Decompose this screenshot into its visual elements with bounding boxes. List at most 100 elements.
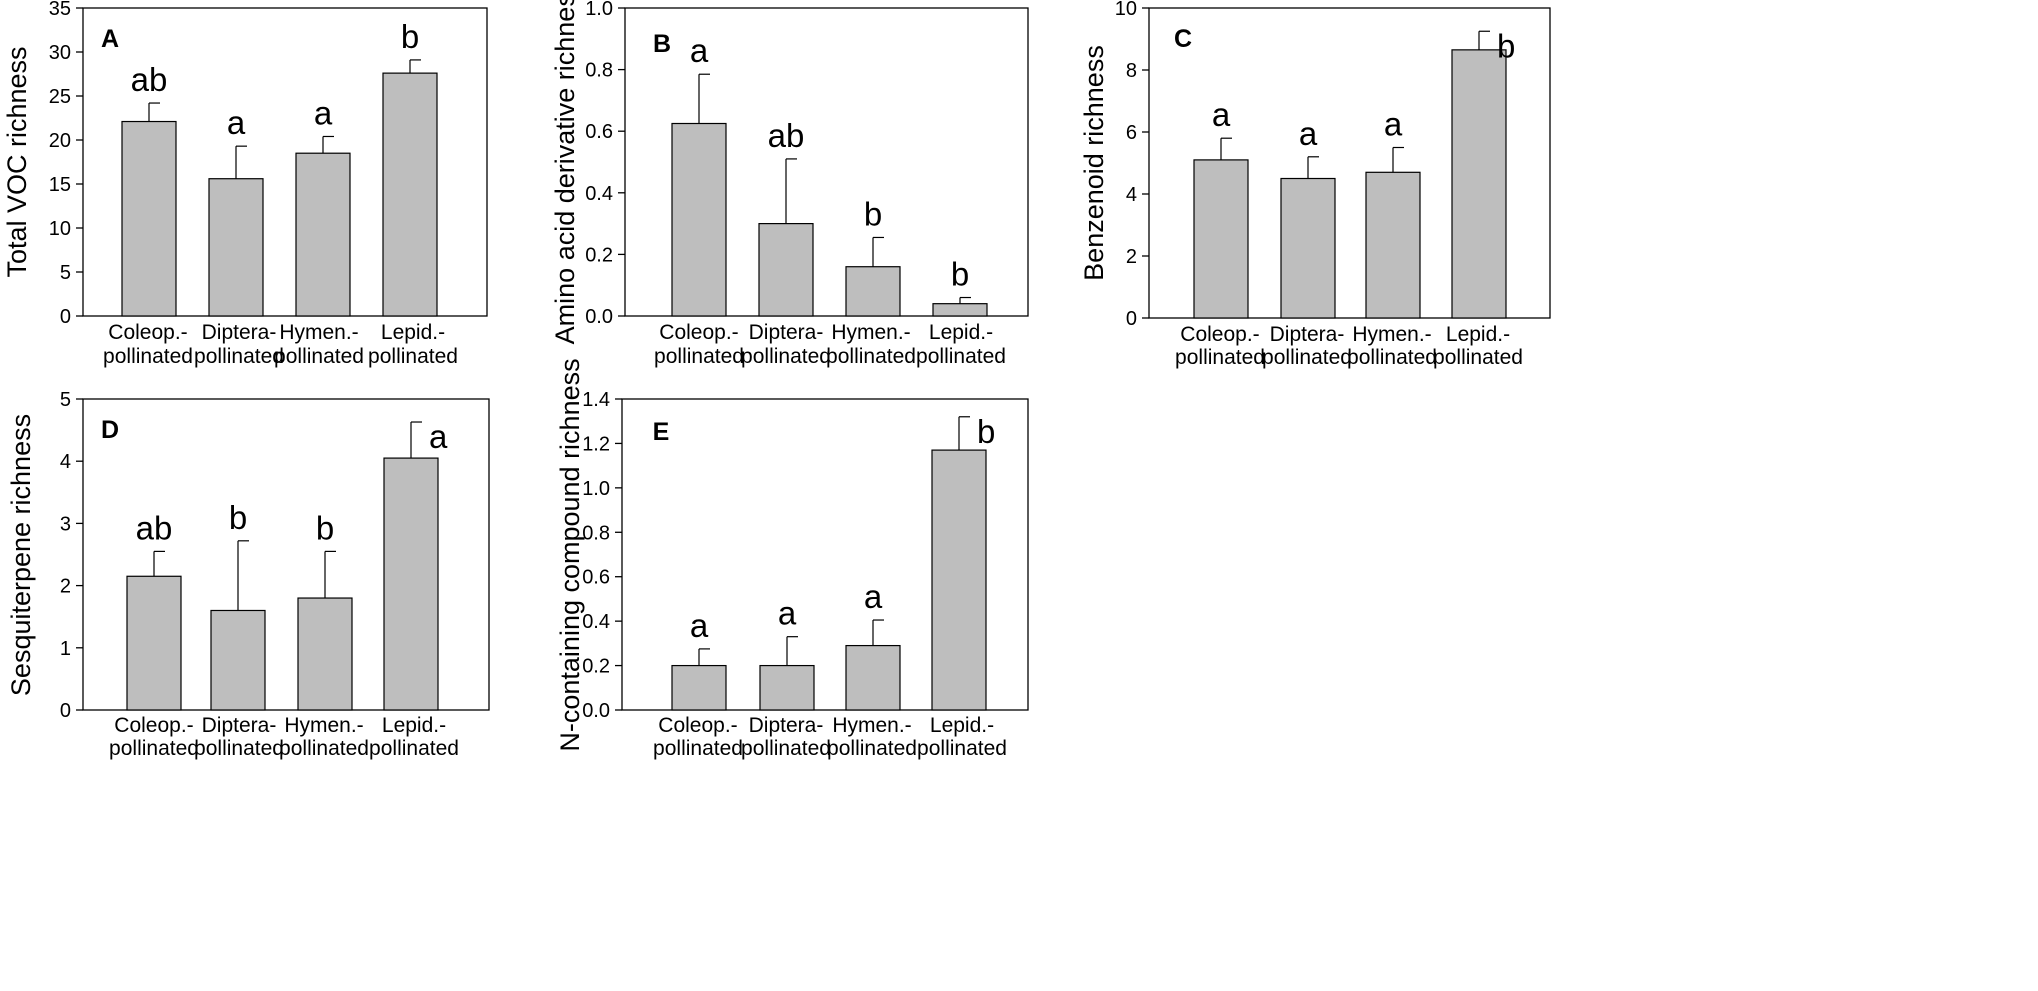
panel-c-category-label: Coleop.-	[1180, 323, 1259, 346]
panel-b-category-label-line2: pollinated	[741, 345, 831, 368]
panel-b-ytick-label: 0.2	[585, 244, 613, 266]
panel-e-bar	[931, 449, 987, 711]
panel-e-bar	[671, 664, 727, 711]
panel-a-ytick-label: 10	[49, 218, 71, 240]
panel-d-significance-label: b	[229, 499, 247, 536]
panel-c-significance-label: a	[1299, 115, 1318, 152]
panel-b-significance-label: b	[864, 195, 882, 232]
panel-b-category-label: Hymen.-	[831, 321, 910, 344]
panel-a-y-axis-label: Total VOC richness	[2, 46, 32, 277]
panel-a-ytick-label: 25	[49, 86, 71, 108]
panel-e-ytick-label: 0.0	[582, 700, 610, 722]
panel-d-bar	[383, 457, 439, 711]
panel-e-category-label: Diptera-	[749, 714, 824, 737]
panel-c-bar	[1280, 177, 1336, 319]
panel-d-category-label-line2: pollinated	[109, 737, 199, 760]
panel-e-ytick-label: 0.8	[582, 522, 610, 544]
panel-a-axes-frame	[82, 7, 488, 317]
panel-c-category-label: Lepid.-	[1446, 323, 1510, 346]
panel-a-category-label-line2: pollinated	[194, 345, 284, 368]
panel-b-axes-frame	[624, 7, 1029, 317]
panel-c-y-axis-label: Benzenoid richness	[1079, 45, 1109, 281]
panel-a-bar	[382, 72, 438, 317]
panel-b-ytick-label: 0.0	[585, 306, 613, 328]
panel-d-category-label-line2: pollinated	[194, 737, 284, 760]
panel-a-significance-label: a	[227, 104, 246, 141]
panel-b-bar	[671, 122, 727, 317]
panel-c-axes-frame	[1148, 7, 1551, 319]
panel-d-ytick-label: 5	[60, 389, 71, 411]
panel-c-ytick-label: 6	[1126, 122, 1137, 144]
panel-e-ytick-label: 1.4	[582, 389, 610, 411]
panel-c-ytick-label: 4	[1126, 184, 1137, 206]
panel-b-ytick-label: 1.0	[585, 0, 613, 20]
panel-d-category-label-line2: pollinated	[279, 737, 369, 760]
panel-e-category-label: Coleop.-	[658, 714, 737, 737]
panel-c-ytick-label: 8	[1126, 60, 1137, 82]
panel-c-label: C	[1174, 25, 1192, 53]
panel-a-category-label: Lepid.-	[381, 321, 445, 344]
panel-c-significance-label: b	[1497, 27, 1515, 64]
panel-c-bar	[1365, 171, 1421, 319]
panel-d-category-label-line2: pollinated	[369, 737, 459, 760]
panel-c-category-label-line2: pollinated	[1262, 346, 1352, 369]
panel-b-bar	[932, 303, 988, 317]
panel-e-category-label-line2: pollinated	[741, 737, 831, 760]
panel-e-significance-label: b	[977, 413, 995, 450]
panel-b-significance-label: a	[690, 32, 709, 69]
panel-a-category-label-line2: pollinated	[103, 345, 193, 368]
panel-d-category-label: Coleop.-	[114, 714, 193, 737]
panel-e-ytick-label: 0.4	[582, 611, 610, 633]
panel-b-category-label: Lepid.-	[929, 321, 993, 344]
panel-e-category-label: Hymen.-	[832, 714, 911, 737]
panel-c-significance-label: a	[1384, 106, 1403, 143]
panel-a-ytick-label: 30	[49, 42, 71, 64]
panel-d-category-label: Lepid.-	[382, 714, 446, 737]
panel-a-category-label-line2: pollinated	[274, 345, 364, 368]
panel-e-ytick-label: 1.0	[582, 478, 610, 500]
panel-a-bar	[208, 178, 264, 317]
panel-d-ytick-label: 4	[60, 451, 71, 473]
panel-a-category-label-line2: pollinated	[368, 345, 458, 368]
panel-c-ytick-label: 2	[1126, 246, 1137, 268]
panel-d-axes-frame	[82, 398, 490, 711]
panel-a-ytick-label: 20	[49, 130, 71, 152]
panel-d-ytick-label: 3	[60, 513, 71, 535]
panel-c-category-label-line2: pollinated	[1175, 346, 1265, 369]
panel-e-category-label-line2: pollinated	[917, 737, 1007, 760]
panel-d-label: D	[101, 416, 119, 444]
panel-d-significance-label: b	[316, 509, 334, 546]
panel-b-ytick-label: 0.6	[585, 121, 613, 143]
panel-a-category-label: Hymen.-	[279, 321, 358, 344]
panel-a-ytick-label: 0	[60, 306, 71, 328]
panel-a-category-label: Coleop.-	[108, 321, 187, 344]
panel-b-significance-label: b	[951, 256, 969, 293]
panel-a-ytick-label: 35	[49, 0, 71, 20]
panel-b-label: B	[653, 30, 671, 58]
panel-d-significance-label: a	[429, 418, 448, 455]
panel-c-significance-label: a	[1212, 96, 1231, 133]
panel-e-category-label-line2: pollinated	[653, 737, 743, 760]
panel-e-category-label-line2: pollinated	[827, 737, 917, 760]
panel-e-significance-label: a	[778, 595, 797, 632]
panel-c-category-label: Diptera-	[1270, 323, 1345, 346]
panel-a-ytick-label: 15	[49, 174, 71, 196]
panel-a-label: A	[101, 25, 119, 53]
panel-c-category-label-line2: pollinated	[1347, 346, 1437, 369]
panel-e-ytick-label: 0.2	[582, 656, 610, 678]
panel-d-ytick-label: 0	[60, 700, 71, 722]
panel-c-category-label: Hymen.-	[1352, 323, 1431, 346]
panel-a-ytick-label: 5	[60, 262, 71, 284]
panel-e-ytick-label: 0.6	[582, 567, 610, 589]
panel-b-bar	[845, 266, 901, 317]
panel-a-category-label: Diptera-	[202, 321, 277, 344]
panel-e-bar	[759, 664, 815, 711]
panel-e-label: E	[653, 418, 670, 446]
panel-c-category-label-line2: pollinated	[1433, 346, 1523, 369]
panel-b-category-label-line2: pollinated	[826, 345, 916, 368]
panel-c-ytick-label: 0	[1126, 308, 1137, 330]
panel-b-category-label: Coleop.-	[659, 321, 738, 344]
panel-d-category-label: Diptera-	[202, 714, 277, 737]
panel-a-bar	[121, 120, 177, 317]
